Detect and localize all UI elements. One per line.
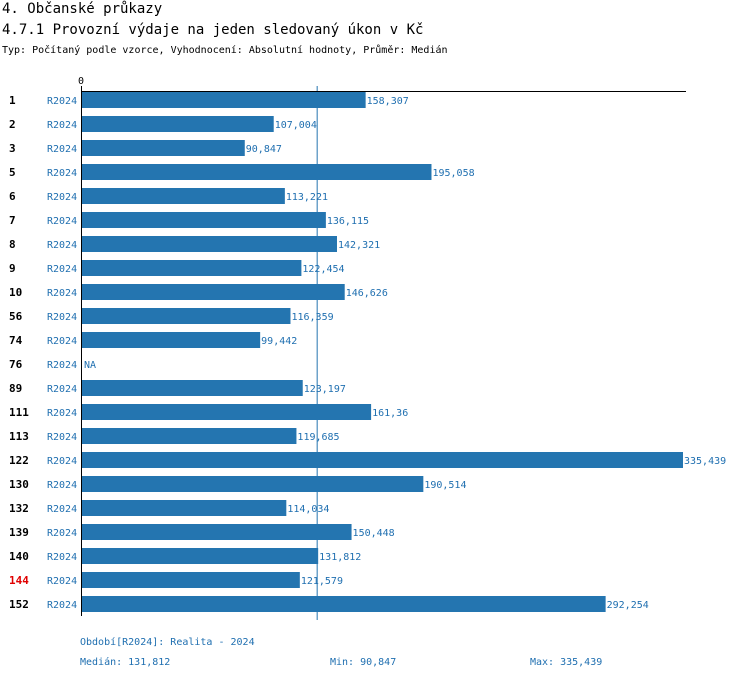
series-label: R2024 [47,576,77,587]
series-label: R2024 [47,96,77,107]
series-label: R2024 [47,144,77,155]
bar [82,164,432,180]
data-label: 116,359 [291,312,333,323]
series-label: R2024 [47,216,77,227]
category-label: 111 [9,406,29,419]
series-label: R2024 [47,264,77,275]
bar [82,92,366,108]
series-label: R2024 [47,408,77,419]
footer-period: Období[R2024]: Realita - 2024 [80,637,255,648]
data-label: NA [84,360,96,371]
category-label: 6 [9,190,16,203]
bar [82,452,683,468]
category-label: 122 [9,454,29,467]
series-label: R2024 [47,552,77,563]
data-label: 90,847 [246,144,282,155]
category-label: 9 [9,262,16,275]
data-label: 121,579 [301,576,343,587]
series-label: R2024 [47,336,77,347]
category-label: 130 [9,478,29,491]
series-label: R2024 [47,312,77,323]
data-label: 292,254 [607,600,649,611]
series-label: R2024 [47,120,77,131]
bar [82,524,352,540]
footer-max: Max: 335,439 [530,657,603,668]
series-label: R2024 [47,240,77,251]
series-label: R2024 [47,192,77,203]
series-label: R2024 [47,168,77,179]
category-label: 89 [9,382,22,395]
category-label: 2 [9,118,16,131]
data-label: 113,221 [286,192,328,203]
data-label: 146,626 [346,288,388,299]
data-label: 119,685 [297,432,339,443]
series-label: R2024 [47,480,77,491]
data-label: 335,439 [684,456,726,467]
bar [82,260,302,276]
category-label: 5 [9,166,16,179]
bar [82,332,261,348]
bar [82,572,300,588]
category-label: 10 [9,286,22,299]
x-tick-label: 0 [78,76,84,87]
category-label: 76 [9,358,23,371]
bar [82,284,345,300]
bar [82,236,337,252]
chart-subtitle: Typ: Počítaný podle vzorce, Vyhodnocení:… [2,45,448,56]
bar [82,428,297,444]
series-label: R2024 [47,360,77,371]
data-label: 99,442 [261,336,297,347]
bar [82,212,326,228]
data-label: 123,197 [304,384,346,395]
category-label: 8 [9,238,16,251]
data-label: 158,307 [367,96,409,107]
bar [82,140,245,156]
category-label: 113 [9,430,29,443]
bar [82,116,274,132]
category-label: 56 [9,310,23,323]
category-label: 74 [9,334,23,347]
bar [82,476,424,492]
data-label: 161,36 [372,408,408,419]
series-label: R2024 [47,288,77,299]
data-label: 190,514 [424,480,466,491]
category-label: 152 [9,598,29,611]
data-label: 195,058 [432,168,474,179]
series-label: R2024 [47,528,77,539]
category-label: 140 [9,550,29,563]
series-label: R2024 [47,384,77,395]
series-label: R2024 [47,600,77,611]
section-heading: 4. Občanské průkazy [2,1,163,17]
data-label: 142,321 [338,240,380,251]
bar [82,596,606,612]
category-label: 7 [9,214,16,227]
series-label: R2024 [47,432,77,443]
data-label: 131,812 [319,552,361,563]
series-label: R2024 [47,504,77,515]
series-label: R2024 [47,456,77,467]
data-label: 136,115 [327,216,369,227]
footer-median: Medián: 131,812 [80,657,171,668]
bar [82,404,372,420]
category-label: 132 [9,502,29,515]
data-label: 114,034 [287,504,329,515]
bar [82,548,319,564]
bar [82,380,303,396]
data-label: 107,004 [275,120,317,131]
category-label: 1 [9,94,16,107]
data-label: 150,448 [353,528,395,539]
chart-title: 4.7.1 Provozní výdaje na jeden sledovaný… [2,22,424,38]
category-label: 144 [9,574,29,587]
category-label: 139 [9,526,29,539]
bar [82,188,285,204]
data-label: 122,454 [302,264,344,275]
footer-min: Min: 90,847 [330,657,397,668]
bar [82,500,287,516]
bar [82,308,291,324]
category-label: 3 [9,142,16,155]
